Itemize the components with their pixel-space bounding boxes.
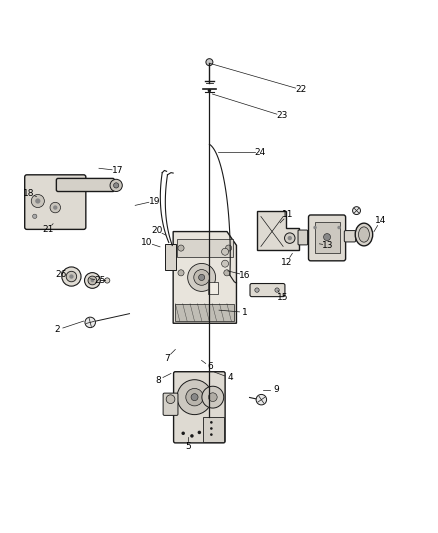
Circle shape (166, 395, 175, 403)
Text: 13: 13 (322, 241, 334, 250)
Text: 11: 11 (282, 211, 294, 220)
Circle shape (224, 270, 230, 276)
Circle shape (31, 195, 44, 207)
FancyBboxPatch shape (165, 244, 176, 270)
Circle shape (50, 203, 60, 213)
Circle shape (255, 288, 259, 292)
Text: 20: 20 (151, 226, 162, 235)
Circle shape (285, 233, 295, 244)
Text: 17: 17 (112, 166, 124, 175)
Text: 5: 5 (186, 442, 191, 451)
Circle shape (206, 59, 213, 66)
Circle shape (69, 274, 74, 279)
Circle shape (191, 394, 198, 401)
Circle shape (256, 394, 267, 405)
Text: 22: 22 (296, 85, 307, 94)
Circle shape (313, 226, 317, 229)
Circle shape (88, 276, 97, 285)
Circle shape (178, 245, 184, 251)
Text: 24: 24 (255, 148, 266, 157)
Circle shape (353, 207, 360, 215)
FancyBboxPatch shape (298, 230, 307, 245)
Text: 18: 18 (23, 189, 35, 198)
Text: 15: 15 (276, 293, 288, 302)
Circle shape (208, 393, 217, 401)
FancyBboxPatch shape (57, 179, 114, 191)
Circle shape (85, 317, 95, 328)
Circle shape (226, 245, 232, 251)
FancyBboxPatch shape (203, 417, 224, 442)
Ellipse shape (355, 223, 373, 246)
Polygon shape (258, 211, 299, 250)
Text: 12: 12 (281, 257, 292, 266)
Text: 16: 16 (240, 271, 251, 280)
Circle shape (110, 179, 122, 191)
Polygon shape (173, 231, 237, 323)
Circle shape (208, 89, 211, 92)
Text: 1: 1 (242, 308, 248, 317)
FancyBboxPatch shape (173, 372, 225, 443)
Circle shape (275, 288, 279, 292)
Circle shape (210, 433, 213, 436)
Text: 8: 8 (155, 376, 161, 384)
Circle shape (186, 389, 203, 406)
Circle shape (105, 278, 110, 283)
FancyBboxPatch shape (177, 239, 233, 257)
Text: 4: 4 (227, 373, 233, 382)
Text: 7: 7 (164, 354, 170, 362)
Circle shape (181, 432, 185, 435)
Circle shape (62, 267, 81, 286)
Circle shape (53, 205, 57, 210)
Ellipse shape (358, 227, 369, 242)
Circle shape (222, 248, 229, 255)
Circle shape (187, 263, 215, 292)
Circle shape (35, 198, 40, 204)
Text: 9: 9 (273, 385, 279, 394)
Circle shape (202, 386, 224, 408)
Circle shape (32, 214, 37, 219)
Circle shape (178, 270, 184, 276)
Circle shape (177, 379, 212, 415)
Circle shape (198, 431, 201, 434)
FancyBboxPatch shape (25, 175, 86, 229)
FancyBboxPatch shape (163, 393, 178, 415)
Text: 23: 23 (277, 111, 288, 120)
Circle shape (288, 236, 292, 240)
Circle shape (113, 183, 119, 188)
Circle shape (68, 185, 73, 190)
Circle shape (91, 279, 94, 282)
Circle shape (210, 421, 213, 424)
Circle shape (198, 274, 205, 280)
Circle shape (324, 233, 331, 240)
FancyBboxPatch shape (175, 304, 234, 321)
FancyBboxPatch shape (315, 222, 340, 253)
FancyBboxPatch shape (208, 282, 218, 294)
Circle shape (85, 272, 100, 288)
Text: 10: 10 (141, 238, 153, 247)
Circle shape (222, 260, 229, 267)
Circle shape (190, 434, 194, 438)
Circle shape (210, 427, 213, 430)
Circle shape (194, 270, 209, 285)
Text: 25: 25 (95, 276, 106, 285)
Text: 6: 6 (207, 362, 213, 372)
FancyBboxPatch shape (308, 215, 346, 261)
Circle shape (66, 271, 77, 282)
Circle shape (337, 226, 341, 229)
Text: 2: 2 (55, 325, 60, 334)
Text: 26: 26 (55, 270, 67, 279)
FancyBboxPatch shape (344, 231, 356, 242)
Text: 19: 19 (148, 197, 160, 206)
Text: 14: 14 (375, 216, 386, 225)
FancyBboxPatch shape (250, 284, 285, 297)
Text: 21: 21 (42, 225, 53, 234)
